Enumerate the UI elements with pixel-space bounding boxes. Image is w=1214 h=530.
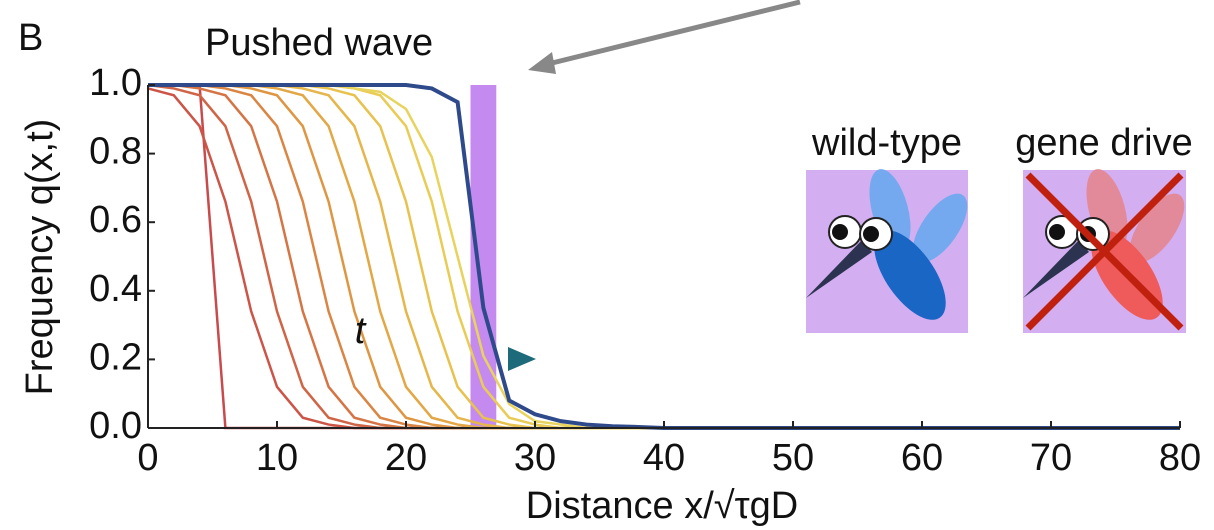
x-tick-label: 50 bbox=[772, 437, 814, 479]
wild-type-icon bbox=[806, 169, 968, 333]
x-tick-label: 30 bbox=[514, 437, 556, 479]
x-tick-label: 60 bbox=[901, 437, 943, 479]
x-tick-label: 20 bbox=[385, 437, 427, 479]
shade-band bbox=[470, 85, 497, 428]
pointer-arrow bbox=[547, 0, 801, 67]
y-tick-label: 0.2 bbox=[89, 336, 142, 378]
y-tick-label: 1.0 bbox=[89, 62, 142, 104]
x-tick-label: 80 bbox=[1159, 437, 1201, 479]
legend-label: wild-type bbox=[811, 122, 962, 164]
panel-label: B bbox=[18, 17, 43, 59]
x-tick-label: 40 bbox=[643, 437, 685, 479]
y-tick-label: 0.0 bbox=[89, 405, 142, 447]
chart-title: Pushed wave bbox=[205, 22, 433, 64]
legend-label: gene drive bbox=[1015, 122, 1192, 164]
time-arrowhead bbox=[508, 347, 536, 371]
gene-drive-icon bbox=[1023, 169, 1186, 333]
time-label: t bbox=[355, 310, 367, 352]
x-tick-label: 70 bbox=[1030, 437, 1072, 479]
x-axis-title: Distance x/√τgD bbox=[526, 485, 798, 527]
y-tick-label: 0.6 bbox=[89, 199, 142, 241]
pointer-arrowhead bbox=[528, 52, 556, 74]
y-tick-label: 0.4 bbox=[89, 268, 142, 310]
x-tick-label: 10 bbox=[256, 437, 298, 479]
y-axis-title: Frequency q(x,t) bbox=[19, 119, 61, 396]
y-tick-label: 0.8 bbox=[89, 131, 142, 173]
x-tick-label: 0 bbox=[137, 437, 158, 479]
